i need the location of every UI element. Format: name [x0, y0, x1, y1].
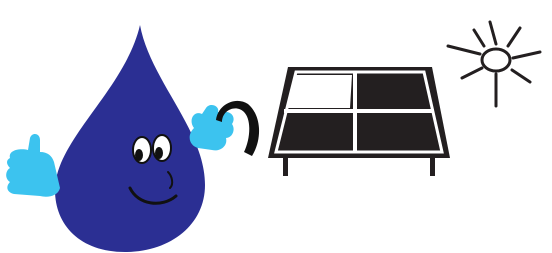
page [0, 0, 552, 253]
sun [448, 22, 540, 106]
water-drop [55, 25, 205, 252]
right-hand [190, 105, 234, 150]
illustration [0, 0, 552, 253]
left-hand [6, 134, 60, 197]
solar-panel [268, 67, 450, 176]
